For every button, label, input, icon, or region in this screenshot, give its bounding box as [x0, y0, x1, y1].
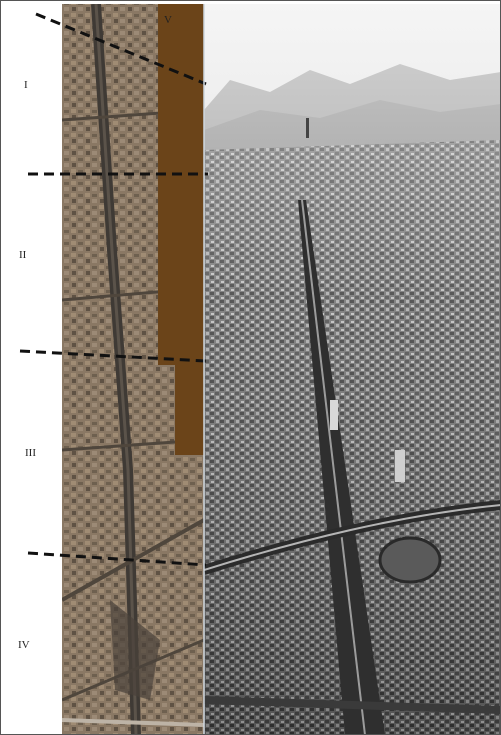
zone-label-iv: IV: [18, 639, 30, 651]
divider-line-4: [27, 551, 207, 567]
zone-label-v: V: [164, 14, 172, 26]
zone-label-ii: II: [19, 249, 27, 261]
zone-label-iii: III: [25, 447, 36, 459]
aerial-photo: [204, 4, 501, 735]
zone-label-i: I: [24, 79, 28, 91]
divider-line-1: [35, 12, 207, 86]
zone-v-overlay: [142, 4, 204, 455]
zone-dividers: [19, 12, 208, 567]
